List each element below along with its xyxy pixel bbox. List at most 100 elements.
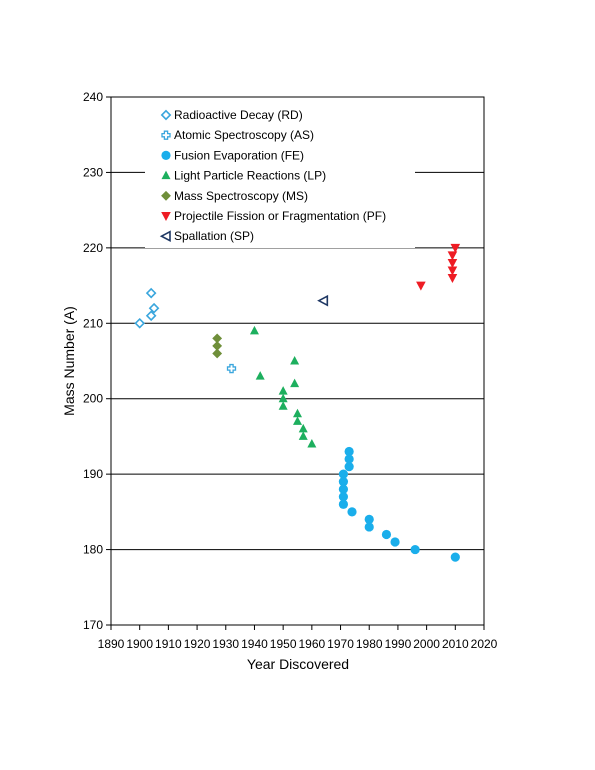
y-tick-label: 200 <box>83 392 103 406</box>
legend-item: Radioactive Decay (RD) <box>160 108 303 122</box>
y-tick-label: 210 <box>83 316 103 330</box>
x-axis: 1890 1900 1910 1920 1930 1940 1950 1960 1970 1980… <box>98 625 498 651</box>
data-point <box>450 243 461 253</box>
data-point <box>450 552 460 562</box>
x-tick-label: 1930 <box>212 637 239 651</box>
x-tick-label: 2000 <box>413 637 440 651</box>
data-point <box>278 401 288 410</box>
data-point <box>364 522 374 532</box>
data-point <box>148 302 160 314</box>
legend-item: Projectile Fission or Fragmentation (PF) <box>161 209 386 223</box>
series-points <box>416 243 461 291</box>
x-tick-label: 1970 <box>327 637 354 651</box>
data-point <box>416 281 426 291</box>
legend-item: Fusion Evaporation (FE) <box>161 148 304 162</box>
legend-marker <box>160 109 172 121</box>
series-points <box>226 363 237 374</box>
legend-label: Atomic Spectroscopy (AS) <box>174 128 314 142</box>
data-point <box>298 431 308 440</box>
data-point <box>447 258 458 268</box>
series-points <box>134 287 160 329</box>
legend-item: Light Particle Reactions (LP) <box>161 169 326 183</box>
data-point <box>364 514 374 525</box>
x-tick-label: 1990 <box>385 637 412 651</box>
data-points <box>134 243 461 562</box>
data-point <box>212 341 223 351</box>
legend-label: Projectile Fission or Fragmentation (PF) <box>174 209 386 223</box>
data-point <box>293 416 302 425</box>
data-point <box>344 454 354 464</box>
data-point <box>381 529 392 540</box>
data-point <box>212 348 223 359</box>
legend-label: Mass Spectroscopy (MS) <box>174 189 308 203</box>
legend-label: Fusion Evaporation (FE) <box>174 148 304 162</box>
series-points <box>338 446 460 562</box>
legend-label: Radioactive Decay (RD) <box>174 108 303 122</box>
data-point <box>290 378 300 388</box>
data-point <box>447 266 458 276</box>
y-tick-label: 190 <box>83 467 103 481</box>
data-point <box>145 287 157 299</box>
data-point <box>410 544 420 555</box>
x-tick-label: 1960 <box>298 637 325 651</box>
legend-marker <box>161 190 171 201</box>
series-points <box>212 333 223 359</box>
data-point <box>338 484 349 494</box>
legend: Radioactive Decay (RD) Atomic Spectroscop… <box>145 100 415 248</box>
plot-area-frame <box>110 96 485 626</box>
y-tick-label: 170 <box>83 618 103 632</box>
data-point <box>298 423 308 433</box>
data-point <box>145 310 157 322</box>
x-tick-label: 1940 <box>241 637 268 651</box>
legend-label: Light Particle Reactions (LP) <box>174 169 326 183</box>
data-point <box>338 477 349 487</box>
y-tick-label: 240 <box>83 90 103 104</box>
data-point <box>293 408 302 418</box>
data-point <box>307 438 317 448</box>
data-point <box>338 492 349 502</box>
x-axis-title: Year Discovered <box>247 656 349 672</box>
data-point <box>317 294 329 307</box>
data-point <box>344 446 354 457</box>
x-tick-label: 2010 <box>442 637 469 651</box>
series-points <box>317 294 329 307</box>
legend-marker <box>161 212 171 221</box>
legend-marker <box>159 230 171 243</box>
x-tick-label: 1950 <box>270 637 297 651</box>
data-point <box>226 363 237 374</box>
data-point <box>447 274 458 284</box>
x-tick-label: 1920 <box>184 637 211 651</box>
y-tick-label: 220 <box>83 241 103 255</box>
data-point <box>447 251 458 261</box>
legend-item: Atomic Spectroscopy (AS) <box>161 128 314 142</box>
data-point <box>212 333 223 344</box>
y-axis-title: Mass Number (A) <box>61 306 77 416</box>
x-tick-label: 1890 <box>98 637 125 651</box>
data-point <box>344 462 354 472</box>
data-point <box>134 317 146 329</box>
series-points <box>249 325 317 448</box>
y-tick-label: 230 <box>83 165 103 179</box>
legend-marker <box>161 130 171 140</box>
y-tick-label: 180 <box>83 543 103 557</box>
data-point <box>338 499 349 509</box>
y-axis: 170 180 190 200 210 220 230 240 <box>83 90 111 632</box>
data-point <box>347 507 357 517</box>
data-point <box>255 371 265 380</box>
x-tick-label: 1910 <box>155 637 182 651</box>
legend-item: Spallation (SP) <box>159 229 254 243</box>
legend-marker <box>161 150 171 160</box>
legend-item: Mass Spectroscopy (MS) <box>161 189 308 203</box>
data-point <box>290 356 300 365</box>
legend-marker <box>161 170 171 180</box>
data-point <box>278 393 288 403</box>
data-point <box>278 386 288 395</box>
x-tick-label: 1900 <box>126 637 153 651</box>
x-tick-label: 2020 <box>471 637 498 651</box>
data-point <box>390 537 400 547</box>
data-point <box>338 469 349 479</box>
data-point <box>249 325 259 335</box>
legend-label: Spallation (SP) <box>174 229 254 243</box>
legend-background <box>145 100 415 248</box>
